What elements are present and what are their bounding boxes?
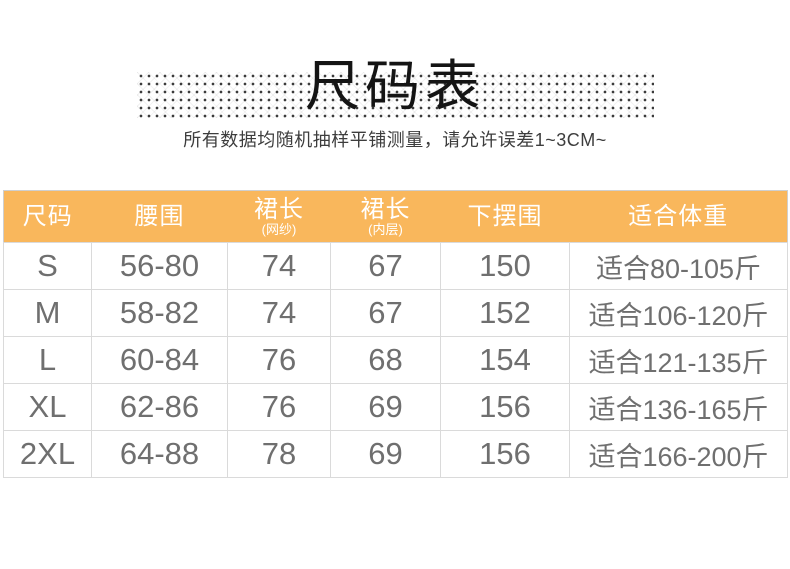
- cell-skirt-lining: 69: [330, 383, 441, 431]
- cell-size: S: [3, 242, 92, 290]
- table-row-xl: XL 62-86 76 69 156 适合136-165斤: [3, 383, 788, 431]
- col-header-sublabel: (网纱): [261, 222, 297, 237]
- cell-skirt-mesh: 76: [227, 336, 331, 384]
- header-row: 尺码 腰围 裙长 (网纱) 裙长 (内层) 下摆围: [3, 190, 788, 243]
- table-row-s: S 56-80 74 67 150 适合80-105斤: [3, 242, 788, 290]
- cell-skirt-mesh: 76: [227, 383, 331, 431]
- cell-skirt-lining: 68: [330, 336, 441, 384]
- cell-skirt-mesh: 78: [227, 430, 331, 478]
- col-header-skirt-length-lining: 裙长 (内层): [330, 190, 441, 243]
- cell-weight: 适合136-165斤: [569, 383, 788, 431]
- table-row-m: M 58-82 74 67 152 适合106-120斤: [3, 289, 788, 337]
- cell-size: 2XL: [3, 430, 92, 478]
- cell-skirt-lining: 67: [330, 289, 441, 337]
- size-table: 尺码 腰围 裙长 (网纱) 裙长 (内层) 下摆围: [3, 190, 788, 478]
- col-header-label: 腰围: [134, 203, 185, 230]
- cell-skirt-mesh: 74: [227, 289, 331, 337]
- cell-weight: 适合80-105斤: [569, 242, 788, 290]
- cell-skirt-lining: 67: [330, 242, 441, 290]
- cell-hem: 156: [440, 383, 570, 431]
- col-header-hem: 下摆围: [440, 190, 570, 243]
- cell-skirt-mesh: 74: [227, 242, 331, 290]
- table-row-l: L 60-84 76 68 154 适合121-135斤: [3, 336, 788, 384]
- cell-weight: 适合121-135斤: [569, 336, 788, 384]
- cell-weight: 适合106-120斤: [569, 289, 788, 337]
- col-header-label: 裙长: [254, 196, 304, 223]
- cell-hem: 150: [440, 242, 570, 290]
- cell-size: L: [3, 336, 92, 384]
- table-row-2xl: 2XL 64-88 78 69 156 适合166-200斤: [3, 430, 788, 478]
- cell-size: M: [3, 289, 92, 337]
- col-header-skirt-length-mesh: 裙长 (网纱): [227, 190, 331, 243]
- cell-waist: 58-82: [91, 289, 228, 337]
- col-header-label: 下摆围: [467, 203, 543, 230]
- page-title: 尺码表: [304, 55, 485, 117]
- col-header-label: 尺码: [22, 203, 73, 230]
- cell-hem: 154: [440, 336, 570, 384]
- dotted-pattern-band: [137, 72, 654, 118]
- cell-waist: 60-84: [91, 336, 228, 384]
- col-header-label: 裙长: [360, 196, 411, 223]
- col-header-size: 尺码: [3, 190, 92, 243]
- col-header-waist: 腰围: [91, 190, 228, 243]
- cell-waist: 62-86: [91, 383, 228, 431]
- cell-hem: 152: [440, 289, 570, 337]
- cell-waist: 56-80: [91, 242, 228, 290]
- col-header-label: 适合体重: [628, 203, 729, 230]
- cell-size: XL: [3, 383, 92, 431]
- measurement-note: 所有数据均随机抽样平铺测量，请允许误差1~3CM~: [183, 130, 607, 150]
- col-header-weight: 适合体重: [569, 190, 788, 243]
- cell-hem: 156: [440, 430, 570, 478]
- cell-waist: 64-88: [91, 430, 228, 478]
- col-header-sublabel: (内层): [368, 222, 403, 237]
- cell-skirt-lining: 69: [330, 430, 441, 478]
- cell-weight: 适合166-200斤: [569, 430, 788, 478]
